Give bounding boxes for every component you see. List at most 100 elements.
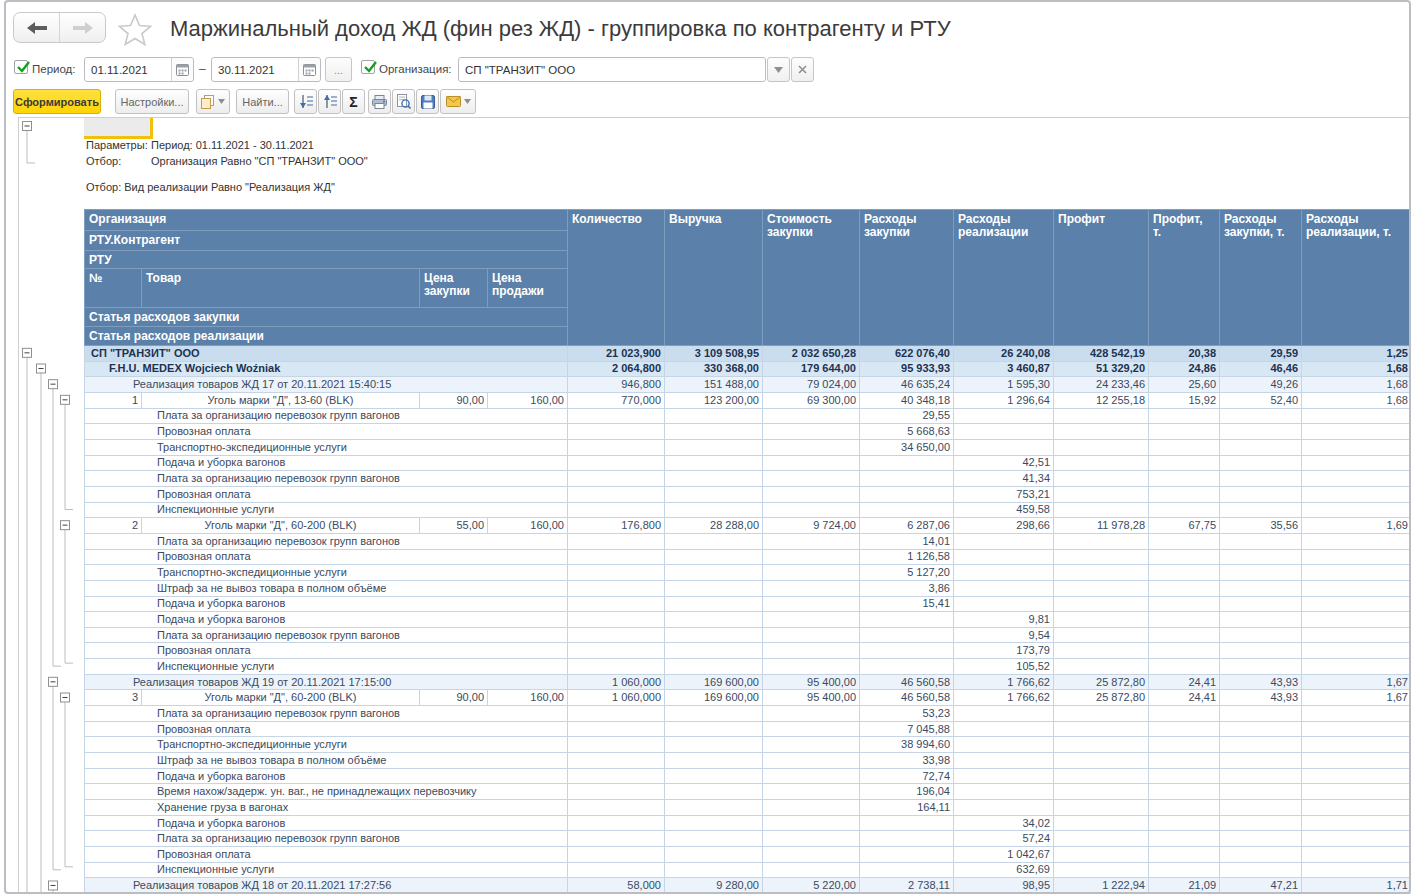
table-row-exp[interactable]: Плата за организацию перевозок групп ваг…: [84, 534, 1411, 550]
value-cell: [568, 769, 665, 785]
table-row-exp[interactable]: Транспортно-экспедиционные услуги38 994,…: [84, 737, 1411, 753]
back-button[interactable]: [14, 13, 59, 42]
org-input[interactable]: СП "ТРАНЗИТ" ООО: [458, 57, 766, 82]
collapse-groups-button[interactable]: [294, 89, 317, 114]
value-cell: [954, 769, 1054, 785]
table-row-item[interactable]: 3Уголь марки "Д", 60-200 (BLK)90,00160,0…: [84, 690, 1411, 706]
tree-collapse-box[interactable]: [49, 881, 58, 890]
period-from-input[interactable]: 01.11.2021: [84, 57, 194, 82]
value-cell: [1302, 456, 1411, 472]
value-cell: [1054, 659, 1149, 675]
tree-collapse-box[interactable]: [61, 693, 70, 702]
tree-collapse-box[interactable]: [49, 380, 58, 389]
row-label: Плата за организацию перевозок групп ваг…: [85, 831, 568, 847]
grouping-tree[interactable]: [19, 118, 83, 894]
item-sell-price: 160,00: [488, 393, 568, 409]
table-row-exp[interactable]: Время нахож/задерж. ун. ваг., не принадл…: [84, 784, 1411, 800]
generate-button[interactable]: Сформировать: [13, 89, 101, 114]
value-cell: 40 348,18: [860, 393, 954, 409]
table-row-exp[interactable]: Провозная оплата7 045,88: [84, 722, 1411, 738]
table-row-exp[interactable]: Плата за организацию перевозок групп ваг…: [84, 409, 1411, 425]
value-cell: 46 635,24: [860, 377, 954, 393]
table-row-exp[interactable]: Инспекционные услуги632,69: [84, 863, 1411, 879]
tree-collapse-box[interactable]: [23, 122, 32, 131]
save-button[interactable]: [416, 89, 439, 114]
favorite-star-icon[interactable]: [117, 13, 153, 47]
table-row-exp[interactable]: Штраф за не вывоз товара в полном объёме…: [84, 581, 1411, 597]
org-clear-button[interactable]: [791, 57, 814, 82]
calendar-icon[interactable]: [171, 58, 193, 81]
period-checkbox[interactable]: [14, 60, 28, 74]
expand-groups-button[interactable]: [318, 89, 341, 114]
tree-collapse-box[interactable]: [61, 521, 70, 530]
sum-button[interactable]: Σ: [342, 89, 365, 114]
value-cell: [1302, 722, 1411, 738]
selected-cell-cursor[interactable]: [84, 118, 153, 139]
table-row-exp[interactable]: Плата за организацию перевозок групп ваг…: [84, 706, 1411, 722]
value-cell: [665, 706, 763, 722]
table-row-exp[interactable]: Подача и уборка вагонов15,41: [84, 597, 1411, 613]
item-sell-price: 160,00: [488, 518, 568, 534]
table-row-exp[interactable]: Провозная оплата1 042,67: [84, 847, 1411, 863]
report-variants-button[interactable]: [196, 89, 230, 114]
table-row-item[interactable]: 1Уголь марки "Д", 13-60 (BLK)90,00160,00…: [84, 393, 1411, 409]
value-cell: 770,000: [568, 393, 665, 409]
table-row-org[interactable]: СП "ТРАНЗИТ" ООО21 023,9003 109 508,952 …: [84, 346, 1411, 362]
value-cell: [568, 471, 665, 487]
value-cell: [665, 831, 763, 847]
value-cell: [1220, 424, 1302, 440]
table-row-item[interactable]: 2Уголь марки "Д", 60-200 (BLK)55,00160,0…: [84, 518, 1411, 534]
value-cell: 632,69: [954, 863, 1054, 879]
value-cell: [1220, 409, 1302, 425]
table-row-exp[interactable]: Плата за организацию перевозок групп ваг…: [84, 471, 1411, 487]
table-row-exp[interactable]: Штраф за не вывоз товара в полном объёме…: [84, 753, 1411, 769]
table-row-rtu[interactable]: Реализация товаров ЖД 19 от 20.11.2021 1…: [84, 675, 1411, 691]
table-row-exp[interactable]: Транспортно-экспедиционные услуги34 650,…: [84, 440, 1411, 456]
table-row-exp[interactable]: Хранение груза в вагонах164,11: [84, 800, 1411, 816]
print-button[interactable]: [368, 89, 391, 114]
find-button[interactable]: Найти...: [236, 89, 289, 114]
value-cell: 9,81: [954, 612, 1054, 628]
table-row-rtu[interactable]: Реализация товаров ЖД 17 от 20.11.2021 1…: [84, 377, 1411, 393]
period-to-input[interactable]: 30.11.2021: [211, 57, 321, 82]
value-cell: 173,79: [954, 643, 1054, 659]
table-row-exp[interactable]: Провозная оплата5 668,63: [84, 424, 1411, 440]
tree-collapse-box[interactable]: [49, 677, 58, 686]
preview-button[interactable]: [392, 89, 415, 114]
table-row-exp[interactable]: Провозная оплата1 126,58: [84, 550, 1411, 566]
table-row-exp[interactable]: Подача и уборка вагонов9,81: [84, 612, 1411, 628]
table-row-exp[interactable]: Подача и уборка вагонов72,74: [84, 769, 1411, 785]
value-cell: [1054, 550, 1149, 566]
value-cell: 1 766,62: [954, 690, 1054, 706]
period-more-button[interactable]: ...: [325, 57, 352, 82]
table-row-exp[interactable]: Плата за организацию перевозок групп ваг…: [84, 831, 1411, 847]
header-value-col: Профит: [1054, 210, 1149, 346]
table-row-exp[interactable]: Плата за организацию перевозок групп ваг…: [84, 628, 1411, 644]
value-cell: [860, 471, 954, 487]
calendar-icon[interactable]: [298, 58, 320, 81]
table-row-exp[interactable]: Провозная оплата173,79: [84, 643, 1411, 659]
forward-button[interactable]: [59, 13, 105, 42]
value-cell: 1,68: [1302, 377, 1411, 393]
table-row-exp[interactable]: Инспекционные услуги459,58: [84, 503, 1411, 519]
org-checkbox[interactable]: [361, 60, 375, 74]
tree-collapse-box[interactable]: [37, 364, 46, 373]
settings-button[interactable]: Настройки...: [115, 89, 189, 114]
table-row-exp[interactable]: Подача и уборка вагонов34,02: [84, 816, 1411, 832]
tree-collapse-box[interactable]: [61, 395, 70, 404]
filter-label: Отбор:: [86, 155, 121, 167]
table-row-contragent[interactable]: F.H.U. MEDEX Wojciech Woźniak2 064,80033…: [84, 362, 1411, 378]
table-row-exp[interactable]: Инспекционные услуги105,52: [84, 659, 1411, 675]
value-cell: 2 032 650,28: [763, 346, 860, 362]
value-cell: [1054, 440, 1149, 456]
copy-icon: [201, 95, 215, 109]
value-cell: [954, 706, 1054, 722]
table-row-rtu[interactable]: Реализация товаров ЖД 18 от 20.11.2021 1…: [84, 878, 1411, 894]
table-row-exp[interactable]: Провозная оплата753,21: [84, 487, 1411, 503]
org-dropdown-button[interactable]: [767, 57, 790, 82]
filter2-text: Отбор: Вид реализации Равно "Реализация …: [86, 181, 335, 193]
mail-button[interactable]: [440, 89, 476, 114]
table-row-exp[interactable]: Транспортно-экспедиционные услуги5 127,2…: [84, 565, 1411, 581]
table-row-exp[interactable]: Подача и уборка вагонов42,51: [84, 456, 1411, 472]
tree-collapse-box[interactable]: [23, 348, 32, 357]
